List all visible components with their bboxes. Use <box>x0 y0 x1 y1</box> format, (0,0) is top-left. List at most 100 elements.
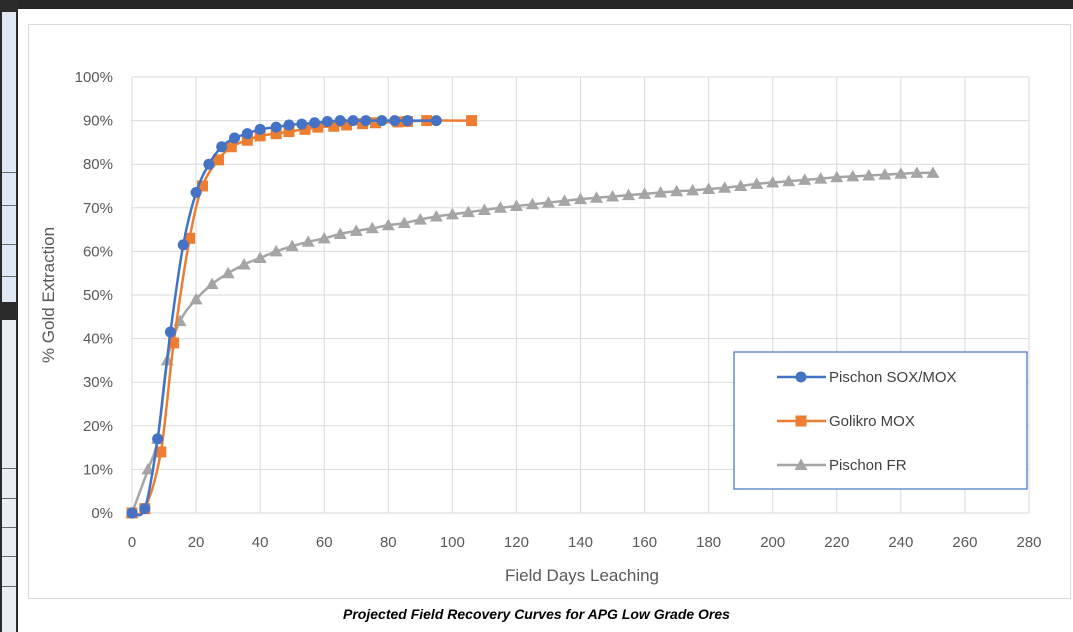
data-point <box>168 337 180 349</box>
data-point <box>590 191 604 203</box>
y-tick-label: 60% <box>83 243 113 260</box>
data-point <box>164 326 176 338</box>
data-point <box>253 251 267 263</box>
data-point <box>285 239 299 252</box>
data-point <box>241 134 253 146</box>
data-point <box>670 184 684 197</box>
data-point <box>606 189 620 202</box>
data-point <box>126 507 138 519</box>
x-tick-label: 220 <box>824 534 849 551</box>
data-point <box>477 203 491 215</box>
data-point <box>270 128 282 140</box>
y-tick-label: 20% <box>83 418 113 435</box>
data-point <box>926 166 940 178</box>
x-tick-label: 280 <box>1016 534 1041 551</box>
left-strip-line <box>2 205 16 206</box>
data-point <box>461 205 475 218</box>
data-point <box>152 433 164 445</box>
data-point <box>189 292 203 305</box>
x-tick-label: 100 <box>440 534 465 551</box>
figure-caption: Projected Field Recovery Curves for APG … <box>343 606 730 622</box>
data-point <box>862 169 876 181</box>
left-strip-panel-top <box>2 12 16 302</box>
left-strip-line <box>2 244 16 245</box>
data-point <box>445 207 459 220</box>
data-point <box>894 167 908 179</box>
x-tick-label: 240 <box>888 534 913 551</box>
data-point <box>376 115 388 127</box>
legend-label: Pischon SOX/MOX <box>829 369 957 386</box>
legend: Pischon SOX/MOX Golikro MOX Pischon FR <box>733 351 1028 490</box>
x-tick-label: 20 <box>188 534 205 551</box>
data-point <box>402 115 414 127</box>
data-point <box>321 115 333 127</box>
data-point <box>270 121 282 133</box>
data-point <box>309 117 321 129</box>
data-point <box>334 115 346 127</box>
legend-marker <box>795 415 807 427</box>
window-top-bar <box>0 0 1073 9</box>
data-point <box>430 115 442 127</box>
series-circle <box>126 115 442 519</box>
data-point <box>750 177 764 189</box>
data-point <box>190 187 202 199</box>
x-tick-label: 180 <box>696 534 721 551</box>
data-point <box>381 218 395 231</box>
data-point <box>638 187 652 199</box>
data-point <box>139 503 151 515</box>
x-tick-label: 260 <box>952 534 977 551</box>
data-point <box>177 239 189 251</box>
data-point <box>301 235 315 247</box>
data-point <box>196 180 208 192</box>
data-point <box>205 277 219 290</box>
left-strip-line <box>2 527 16 528</box>
data-point <box>493 201 507 213</box>
data-point <box>328 120 340 132</box>
data-point <box>878 168 892 180</box>
data-point <box>254 130 266 142</box>
data-point <box>541 196 555 208</box>
data-point <box>241 128 253 140</box>
left-strip-line <box>2 586 16 587</box>
x-tick-label: 40 <box>252 534 269 551</box>
data-point <box>413 213 427 225</box>
data-point <box>686 183 700 196</box>
data-point <box>846 169 860 182</box>
data-point <box>299 123 311 135</box>
x-tick-label: 160 <box>632 534 657 551</box>
y-tick-label: 50% <box>83 287 113 304</box>
y-tick-label: 80% <box>83 156 113 173</box>
left-strip-line <box>2 468 16 469</box>
data-point <box>296 118 308 130</box>
legend-marker <box>795 371 807 383</box>
data-point <box>766 176 780 188</box>
y-tick-label: 70% <box>83 200 113 217</box>
data-point <box>525 197 539 210</box>
data-point <box>283 119 295 131</box>
data-point <box>269 244 283 257</box>
y-axis-title: % Gold Extraction <box>39 227 58 363</box>
data-point <box>221 266 235 279</box>
data-point <box>397 216 411 229</box>
chart-area: 0% 10% 20% 30% 40% 50% 60% 70% 80% 90% 100% 0 20 40 6… <box>28 24 1071 599</box>
data-series <box>125 115 940 519</box>
data-point <box>141 462 155 475</box>
data-point <box>509 199 523 212</box>
data-point <box>216 141 228 153</box>
data-point <box>283 126 295 137</box>
x-tick-label: 0 <box>128 534 136 551</box>
data-point <box>466 115 478 127</box>
x-tick-label: 60 <box>316 534 333 551</box>
x-tick-label: 200 <box>760 534 785 551</box>
left-strip-line <box>2 556 16 557</box>
data-point <box>830 170 844 183</box>
data-point <box>718 181 732 193</box>
data-point <box>225 141 237 153</box>
data-point <box>317 231 331 244</box>
x-tick-label: 140 <box>568 534 593 551</box>
data-point <box>798 173 812 185</box>
series-triangle <box>125 166 940 518</box>
data-point <box>365 221 379 234</box>
x-tick-label: 120 <box>504 534 529 551</box>
y-tick-label: 90% <box>83 113 113 130</box>
